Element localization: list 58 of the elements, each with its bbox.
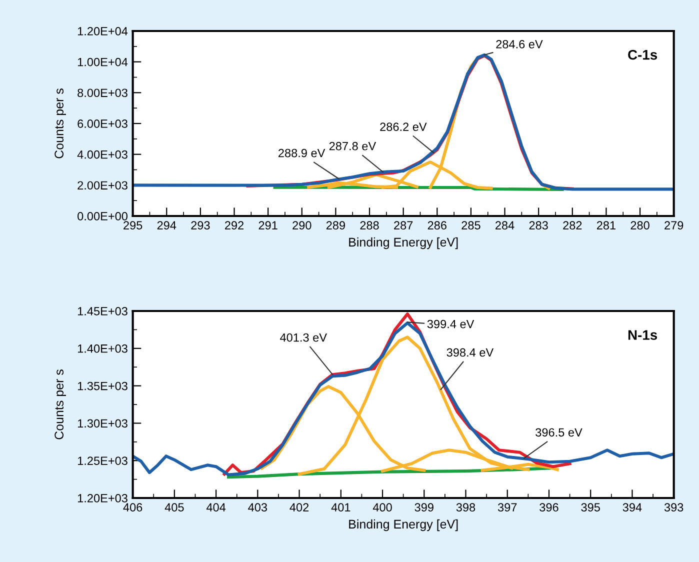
x-tick-label: 402 [290, 503, 309, 512]
y-axis-title: Counts per s [54, 370, 66, 440]
x-tick-label: 403 [248, 503, 267, 512]
x-tick-label: 284 [496, 221, 514, 230]
y-tick-label: 1.20E+04 [78, 27, 128, 36]
annotation: 396.5 eV [536, 428, 582, 437]
x-axis-title: Binding Energy [eV] [349, 237, 458, 250]
y-tick-label: 1.40E+03 [78, 344, 128, 353]
x-tick-label: 405 [164, 503, 184, 512]
x-tick-label: 290 [292, 221, 312, 230]
x-tick-label: 393 [664, 503, 684, 512]
x-tick-label: 398 [456, 503, 476, 512]
x-tick-label: 279 [664, 221, 684, 230]
x-tick-label: 397 [498, 503, 517, 512]
x-tick-label: 404 [206, 503, 226, 512]
x-tick-label: 293 [191, 221, 210, 230]
x-tick-label: 400 [372, 503, 392, 512]
x-tick-label: 394 [622, 503, 642, 512]
x-tick-label: 289 [326, 221, 345, 230]
text: C-1s [628, 50, 658, 60]
x-tick-label: 406 [123, 503, 142, 512]
annotation: 398.4 eV [446, 348, 494, 357]
y-tick-label: 1.20E+03 [78, 494, 128, 502]
x-tick-label: 401 [331, 503, 350, 512]
y-tick-label: 2.00E+03 [78, 181, 128, 190]
x-tick-label: 291 [258, 221, 278, 230]
x-tick-label: 287 [394, 221, 413, 230]
x-tick-label: 286 [428, 221, 446, 230]
y-tick-label: 0.00E+00 [78, 212, 128, 220]
y-tick-label: 1.35E+03 [78, 382, 128, 390]
y-tick-label: 1.00E+04 [78, 58, 128, 66]
annotation: 401.3 eV [280, 333, 327, 342]
annotation: 284.6 eV [496, 40, 543, 48]
x-tick-label: 292 [225, 221, 244, 230]
y-axis-title: Counts per s [54, 88, 66, 158]
annotation: 286.2 eV [380, 122, 427, 132]
annotation: 399.4 eV [427, 320, 474, 328]
text: N-1s [628, 330, 658, 340]
y-tick-label: 1.30E+03 [78, 419, 128, 428]
x-tick-label: 288 [360, 221, 379, 230]
x-tick-label: 395 [581, 503, 600, 512]
y-tick-label: 1.25E+03 [78, 456, 128, 465]
y-tick-label: 6.00E+03 [78, 120, 128, 128]
x-tick-label: 282 [563, 221, 582, 230]
x-tick-label: 399 [414, 503, 434, 512]
y-tick-label: 8.00E+03 [78, 88, 128, 98]
y-tick-label: 4.00E+03 [77, 150, 128, 159]
x-axis-title: Binding Energy [eV] [349, 519, 458, 532]
x-tick-label: 283 [529, 221, 548, 230]
annotation: 287.8 eV [329, 142, 376, 150]
x-tick-label: 396 [540, 503, 558, 512]
x-tick-label: 280 [630, 221, 650, 230]
annotation: 288.9 eV [278, 148, 326, 158]
x-tick-label: 294 [157, 221, 176, 230]
x-tick-label: 295 [124, 221, 142, 230]
x-tick-label: 281 [596, 221, 616, 230]
x-tick-label: 285 [462, 221, 480, 230]
y-tick-label: 1.45E+03 [78, 307, 128, 316]
